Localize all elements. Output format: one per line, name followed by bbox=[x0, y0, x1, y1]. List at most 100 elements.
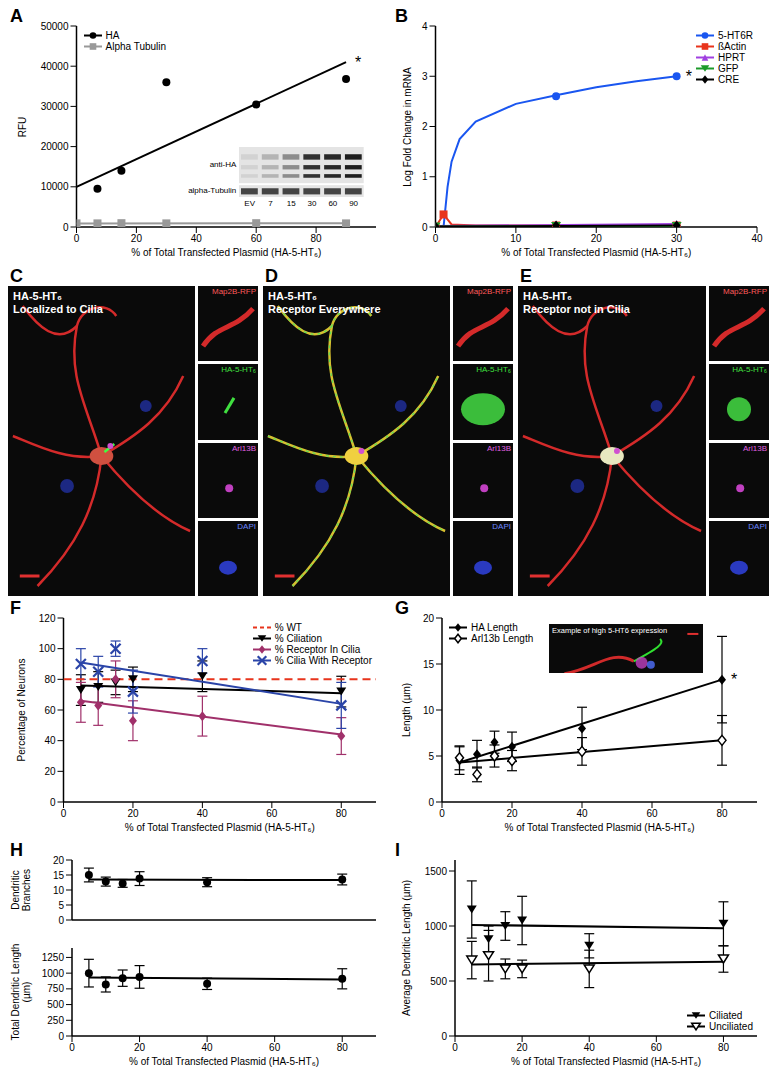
svg-text:250: 250 bbox=[47, 1015, 64, 1026]
svg-text:4: 4 bbox=[422, 21, 428, 32]
html-text:D: D bbox=[265, 266, 278, 286]
svg-text:40: 40 bbox=[44, 735, 56, 746]
svg-text:40000: 40000 bbox=[41, 61, 69, 72]
svg-text:0: 0 bbox=[422, 222, 428, 233]
svg-text:1: 1 bbox=[422, 171, 428, 182]
svg-text:40: 40 bbox=[584, 1042, 596, 1053]
svg-text:60: 60 bbox=[251, 233, 263, 244]
svg-text:30: 30 bbox=[671, 233, 683, 244]
html-text:HPRT: HPRT bbox=[718, 52, 745, 63]
html-text:HA-5-HT₆: HA-5-HT₆ bbox=[268, 290, 317, 302]
html-text:5-HT6R: 5-HT6R bbox=[718, 30, 753, 41]
svg-text:0: 0 bbox=[433, 233, 439, 244]
svg-text:0: 0 bbox=[452, 1042, 458, 1053]
svg-text:40: 40 bbox=[191, 233, 203, 244]
html-text:Receptor not in Cilia: Receptor not in Cilia bbox=[523, 303, 630, 315]
svg-text:20: 20 bbox=[134, 1042, 146, 1053]
html-text:% of Total Transfected Plasmid: % of Total Transfected Plasmid (HA-5-HT₆… bbox=[131, 247, 322, 258]
svg-text:500: 500 bbox=[47, 999, 64, 1010]
svg-text:2: 2 bbox=[422, 121, 428, 132]
svg-text:0: 0 bbox=[50, 797, 56, 808]
svg-text:5: 5 bbox=[428, 751, 434, 762]
svg-text:*: * bbox=[686, 68, 692, 85]
svg-text:10: 10 bbox=[423, 705, 435, 716]
svg-text:10: 10 bbox=[53, 885, 65, 896]
svg-text:80: 80 bbox=[336, 808, 348, 819]
svg-text:1250: 1250 bbox=[42, 952, 65, 963]
svg-text:0: 0 bbox=[441, 1031, 447, 1042]
svg-text:120: 120 bbox=[39, 613, 56, 624]
svg-text:60: 60 bbox=[44, 705, 56, 716]
svg-text:0: 0 bbox=[69, 1042, 75, 1053]
html-text:CRE: CRE bbox=[718, 74, 740, 85]
svg-text:1500: 1500 bbox=[425, 866, 448, 877]
svg-text:40: 40 bbox=[751, 233, 763, 244]
html-text:Log Fold Change in mRNA: Log Fold Change in mRNA bbox=[400, 66, 412, 187]
svg-text:20: 20 bbox=[44, 766, 56, 777]
svg-text:20: 20 bbox=[53, 855, 65, 866]
svg-text:0: 0 bbox=[61, 808, 67, 819]
svg-text:40: 40 bbox=[576, 808, 588, 819]
svg-text:80: 80 bbox=[718, 1042, 730, 1053]
svg-text:500: 500 bbox=[430, 976, 447, 987]
svg-text:5: 5 bbox=[58, 900, 64, 911]
html-text:E: E bbox=[520, 266, 532, 286]
html-text:GFP: GFP bbox=[718, 63, 739, 74]
svg-text:30000: 30000 bbox=[41, 101, 69, 112]
svg-text:0: 0 bbox=[439, 808, 445, 819]
html-text:B: B bbox=[395, 6, 408, 26]
svg-text:80: 80 bbox=[716, 808, 728, 819]
svg-text:40: 40 bbox=[202, 1042, 214, 1053]
svg-text:50000: 50000 bbox=[41, 21, 69, 32]
svg-text:20: 20 bbox=[591, 233, 603, 244]
svg-text:0: 0 bbox=[63, 222, 69, 233]
svg-text:1000: 1000 bbox=[425, 921, 448, 932]
html-text:Alpha Tubulin: Alpha Tubulin bbox=[105, 41, 167, 52]
svg-text:20: 20 bbox=[127, 808, 139, 819]
html-text:HA-5-HT₆: HA-5-HT₆ bbox=[523, 290, 572, 302]
svg-text:3: 3 bbox=[422, 71, 428, 82]
svg-text:60: 60 bbox=[266, 808, 278, 819]
svg-text:60: 60 bbox=[646, 808, 658, 819]
html-text:A: A bbox=[10, 6, 23, 26]
svg-text:80: 80 bbox=[311, 233, 323, 244]
svg-text:10: 10 bbox=[510, 233, 522, 244]
svg-text:60: 60 bbox=[269, 1042, 281, 1053]
svg-text:20: 20 bbox=[131, 233, 143, 244]
svg-text:60: 60 bbox=[651, 1042, 663, 1053]
svg-text:0: 0 bbox=[58, 915, 64, 926]
svg-text:1000: 1000 bbox=[42, 968, 65, 979]
svg-text:0: 0 bbox=[58, 1031, 64, 1042]
html-text:Length (µm): Length (µm) bbox=[400, 682, 412, 738]
html-text:ßActin: ßActin bbox=[718, 41, 747, 52]
svg-text:*: * bbox=[355, 54, 361, 71]
svg-text:0: 0 bbox=[428, 797, 434, 808]
svg-text:40: 40 bbox=[197, 808, 209, 819]
svg-text:15: 15 bbox=[423, 659, 435, 670]
svg-text:20: 20 bbox=[506, 808, 518, 819]
svg-text:20: 20 bbox=[423, 613, 435, 624]
html-text:H: H bbox=[10, 840, 23, 860]
html-text:Average Dendritic Length (µm): Average Dendritic Length (µm) bbox=[400, 879, 412, 1017]
svg-text:0: 0 bbox=[74, 233, 80, 244]
svg-text:*: * bbox=[731, 671, 737, 688]
html-text:Total Dendritic Length (µm): Total Dendritic Length (µm) bbox=[10, 943, 32, 1041]
svg-text:10000: 10000 bbox=[41, 181, 69, 192]
html-text:% of Total Transfected Plasmid: % of Total Transfected Plasmid (HA-5-HT₆… bbox=[501, 247, 692, 258]
svg-text:80: 80 bbox=[44, 674, 56, 685]
html-text:Percentage of Neurons: Percentage of Neurons bbox=[15, 658, 27, 762]
html-text:C: C bbox=[10, 266, 23, 286]
html-text:RFU: RFU bbox=[15, 116, 27, 137]
html-text:HA-5-HT₆: HA-5-HT₆ bbox=[13, 290, 62, 302]
svg-text:100: 100 bbox=[39, 643, 56, 654]
svg-text:80: 80 bbox=[337, 1042, 349, 1053]
svg-text:20000: 20000 bbox=[41, 141, 69, 152]
html-text:Dendritic Branches: Dendritic Branches bbox=[10, 868, 32, 912]
html-text:G: G bbox=[395, 598, 409, 618]
svg-text:750: 750 bbox=[47, 983, 64, 994]
svg-text:20: 20 bbox=[517, 1042, 529, 1053]
html-text:Localized to Cilia: Localized to Cilia bbox=[13, 303, 103, 315]
html-text:Receptor Everywhere: Receptor Everywhere bbox=[268, 303, 381, 315]
svg-text:15: 15 bbox=[53, 870, 65, 881]
html-text:HA: HA bbox=[105, 30, 120, 41]
